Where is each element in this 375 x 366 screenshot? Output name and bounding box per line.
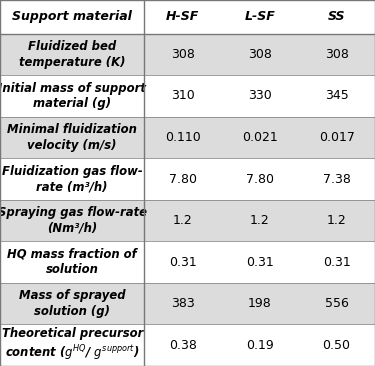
- Text: 0.110: 0.110: [165, 131, 201, 144]
- Text: H-SF: H-SF: [166, 10, 200, 23]
- Bar: [0, 158, 375, 200]
- Text: 308: 308: [171, 48, 195, 61]
- Text: 0.021: 0.021: [242, 131, 278, 144]
- Text: 308: 308: [325, 48, 348, 61]
- Text: 0.31: 0.31: [169, 255, 196, 269]
- Text: 0.19: 0.19: [246, 339, 273, 352]
- Text: 0.31: 0.31: [322, 255, 350, 269]
- Text: Fluidization gas flow-
rate (m³/h): Fluidization gas flow- rate (m³/h): [2, 165, 142, 193]
- Text: 383: 383: [171, 297, 195, 310]
- Text: 0.50: 0.50: [322, 339, 351, 352]
- Text: 0.31: 0.31: [246, 255, 273, 269]
- Bar: [0, 0, 375, 34]
- Bar: [0, 200, 375, 242]
- Text: 330: 330: [248, 89, 272, 102]
- Text: 198: 198: [248, 297, 272, 310]
- Bar: [0, 117, 375, 158]
- Text: 7.80: 7.80: [246, 172, 274, 186]
- Text: Minimal fluidization
velocity (m/s): Minimal fluidization velocity (m/s): [7, 123, 137, 152]
- Text: 0.38: 0.38: [169, 339, 197, 352]
- Text: 310: 310: [171, 89, 195, 102]
- Text: Initial mass of support
material (g): Initial mass of support material (g): [0, 82, 146, 110]
- Bar: [0, 324, 375, 366]
- Text: 556: 556: [325, 297, 348, 310]
- Bar: [0, 283, 375, 325]
- Bar: [0, 75, 375, 117]
- Text: Fluidized bed
temperature (K): Fluidized bed temperature (K): [19, 40, 125, 69]
- Text: 1.2: 1.2: [327, 214, 346, 227]
- Bar: [0, 242, 375, 283]
- Text: 7.38: 7.38: [322, 172, 351, 186]
- Text: 1.2: 1.2: [173, 214, 193, 227]
- Text: 7.80: 7.80: [169, 172, 197, 186]
- Text: 1.2: 1.2: [250, 214, 270, 227]
- Text: Spraying gas flow-rate
(Nm³/h): Spraying gas flow-rate (Nm³/h): [0, 206, 147, 235]
- Text: L-SF: L-SF: [244, 10, 275, 23]
- Text: Support material: Support material: [12, 10, 132, 23]
- Text: Mass of sprayed
solution (g): Mass of sprayed solution (g): [19, 290, 126, 318]
- Text: SS: SS: [328, 10, 345, 23]
- Text: 345: 345: [325, 89, 348, 102]
- Text: HQ mass fraction of
solution: HQ mass fraction of solution: [8, 248, 137, 276]
- Text: 308: 308: [248, 48, 272, 61]
- Text: Theoretical precursor
content ($g^{HQ}$/ $g^{support}$): Theoretical precursor content ($g^{HQ}$/…: [2, 327, 143, 363]
- Bar: [0, 34, 375, 75]
- Text: 0.017: 0.017: [319, 131, 354, 144]
